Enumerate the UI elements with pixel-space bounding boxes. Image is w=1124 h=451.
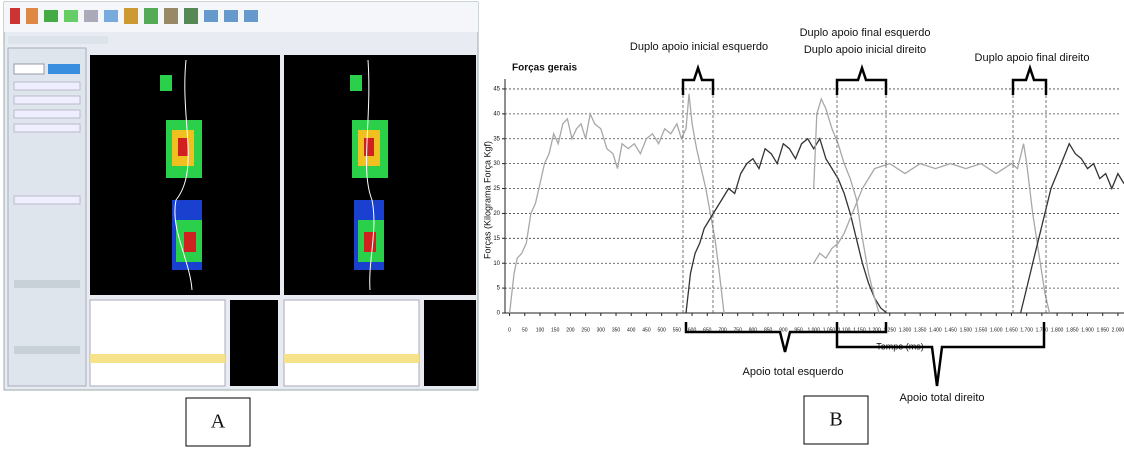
x-tick-label: 2.000 [1112,327,1124,333]
x-tick-label: 500 [657,327,666,333]
x-tick-label: 0 [508,327,511,333]
x-tick-label: 1.350 [914,327,927,333]
chart-title: Forças gerais [512,63,577,74]
series-line [510,94,724,313]
page: Figure {"panels": ["A", "B"], "chart_dat… [0,0,1124,451]
x-tick-label: 1.400 [929,327,942,333]
x-tick-label: 1.900 [1081,327,1094,333]
series-line [814,99,879,313]
annotation: Duplo apoio inicial direito [804,44,926,56]
x-tick-label: 1.800 [1051,327,1064,333]
x-tick-label: 250 [581,327,590,333]
sidebar-button[interactable] [14,280,80,288]
y-tick-label: 45 [493,87,500,93]
y-tick-label: 10 [493,261,500,267]
x-tick-label: 1.750 [1036,327,1049,333]
x-tick-label: 1.550 [975,327,988,333]
y-axis-label: Forças (Kilograma Força Kgf) [482,141,492,259]
y-tick-label: 40 [493,111,500,117]
y-tick-label: 25 [493,186,500,192]
sidebar-button[interactable] [14,110,80,118]
annotation: Duplo apoio inicial esquerdo [630,41,768,53]
y-tick-label: 15 [493,236,500,242]
x-tick-label: 1.700 [1020,327,1033,333]
body: A B 051015202530354045050100150200250300… [0,0,1124,451]
annotation: Apoio total esquerdo [743,366,844,378]
x-tick-label: 300 [597,327,606,333]
x-tick-label: 50 [522,327,528,333]
tab-bar [8,36,108,44]
y-tick-label: 20 [493,211,500,217]
annotation: Apoio total direito [900,392,985,404]
y-tick-label: 0 [497,311,501,317]
x-tick-label: 1.850 [1066,327,1079,333]
x-tick-label: 350 [612,327,621,333]
sidebar-button[interactable] [48,64,80,74]
series-line [686,139,887,313]
panel-label: A [211,411,226,433]
x-tick-label: 200 [566,327,575,333]
steps-table-left [90,300,225,386]
x-tick-label: 1.600 [990,327,1003,333]
thumbnail [424,300,476,386]
panel-label: B [829,409,842,431]
x-tick-label: 1.950 [1096,327,1109,333]
selected-row[interactable] [284,354,419,363]
y-tick-label: 35 [493,136,500,142]
selected-row[interactable] [90,354,225,363]
thumbnail [230,300,278,386]
x-tick-label: 100 [536,327,545,333]
series-line [814,144,1050,313]
sidebar-button[interactable] [14,346,80,354]
y-tick-label: 30 [493,161,500,167]
x-tick-label: 400 [627,327,636,333]
annotation: Duplo apoio final esquerdo [800,27,931,39]
phase-markers [683,68,1046,386]
sidebar-button[interactable] [14,82,80,90]
figure: A B 051015202530354045050100150200250300… [0,0,1124,451]
x-tick-label: 1.450 [944,327,957,333]
steps-table-right [284,300,419,386]
sidebar-button[interactable] [14,196,80,204]
annotation: Duplo apoio final direito [975,52,1090,64]
x-tick-label: 150 [551,327,560,333]
x-tick-label: 450 [642,327,651,333]
screenshot [4,2,478,390]
series-line [1021,144,1124,313]
y-tick-label: 5 [497,286,501,292]
x-tick-label: 1.300 [899,327,912,333]
sidebar-button[interactable] [14,96,80,104]
sidebar-button[interactable] [14,64,44,74]
sidebar-button[interactable] [14,124,80,132]
x-tick-label: 1.500 [960,327,973,333]
x-tick-label: 1.650 [1005,327,1018,333]
x-tick-label: 550 [673,327,682,333]
